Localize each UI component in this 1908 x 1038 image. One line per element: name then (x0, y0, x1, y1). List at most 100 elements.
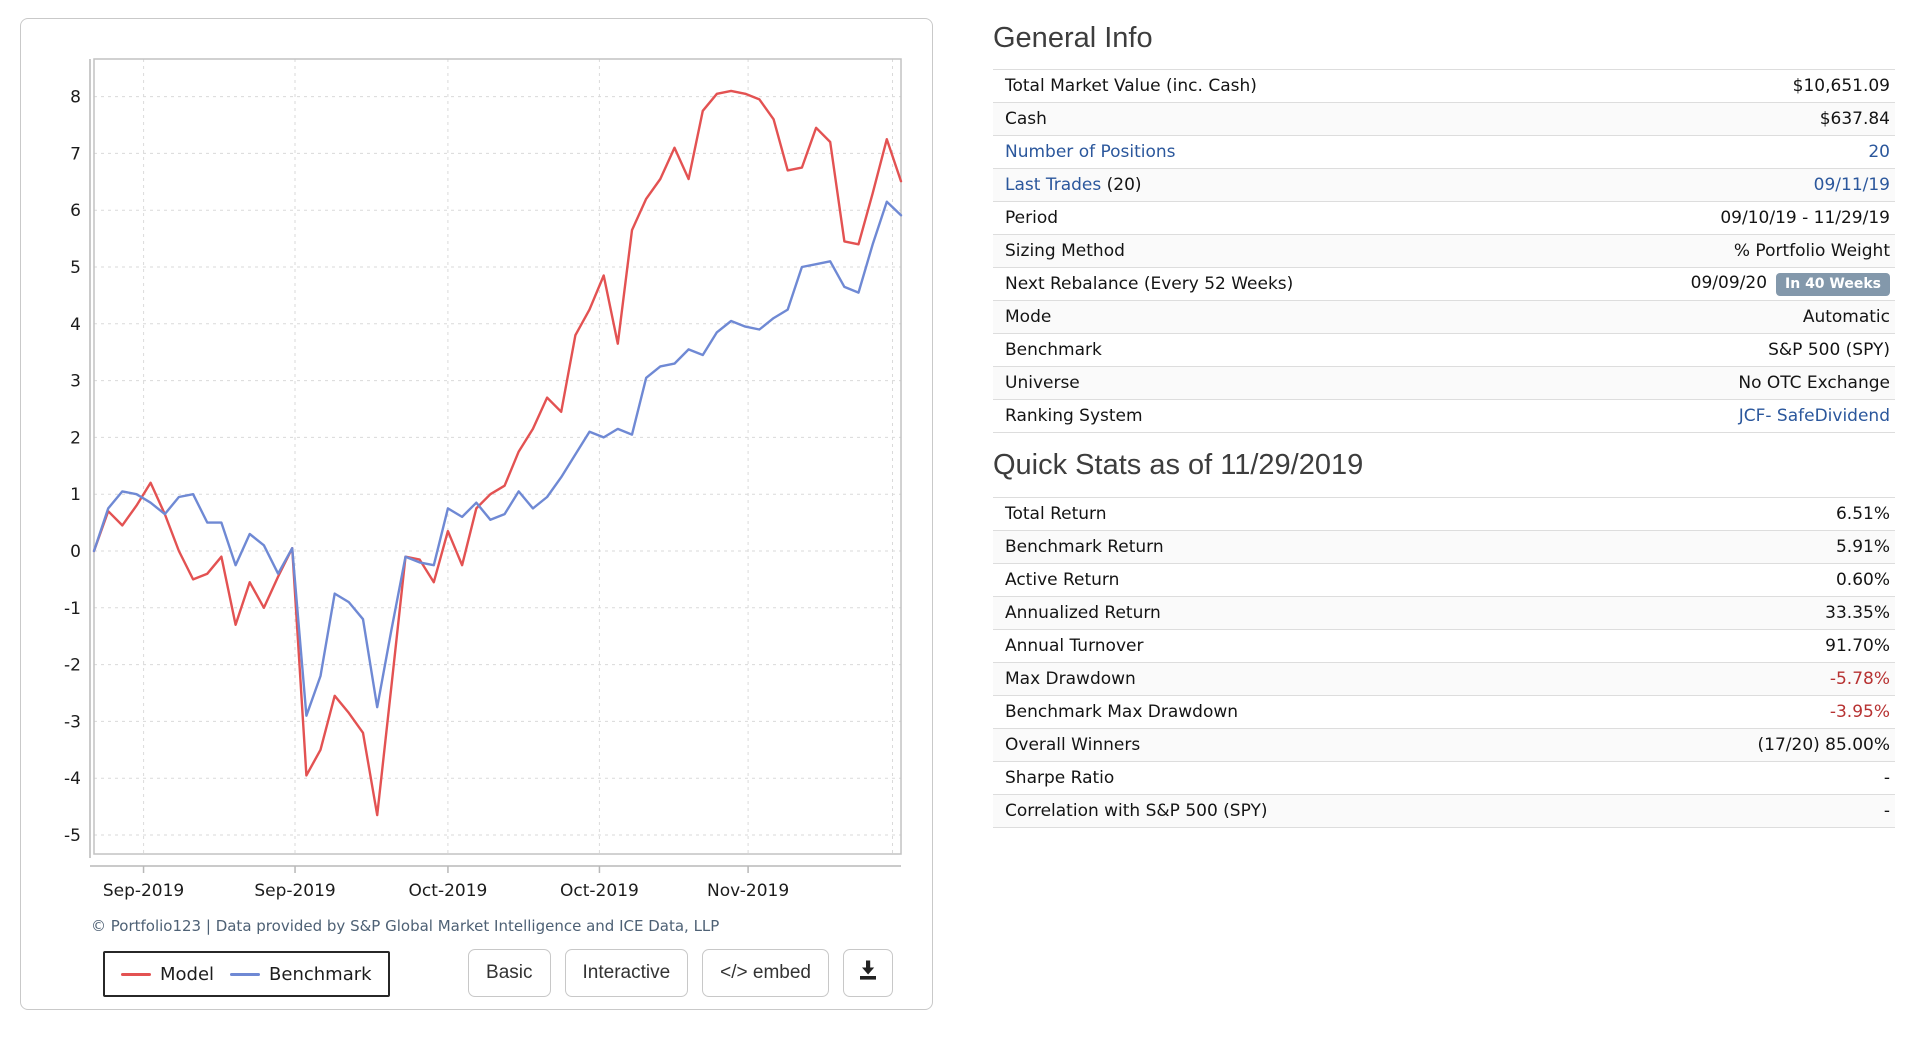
svg-text:-4: -4 (64, 769, 81, 789)
row-label: Sizing Method (1005, 241, 1125, 262)
general-info-title: General Info (993, 22, 1153, 54)
row-label: Annual Turnover (1005, 635, 1144, 656)
table-row: Next Rebalance (Every 52 Weeks) 09/09/20 I… (993, 268, 1895, 302)
row-value: 91.70% (1825, 635, 1890, 656)
legend-model-label: Model (160, 963, 215, 985)
legend-item-model: Model (121, 964, 214, 985)
table-row: Annual Turnover 91.70% (993, 630, 1895, 663)
performance-chart-card: -5 -4 -3 -2 -1 0 1 2 3 4 5 6 7 8 Sep-2019 Sep-2019 Oct-2… (20, 18, 933, 1010)
row-label: Mode (1005, 307, 1052, 328)
row-value: 09/09/20 In 40 Weeks (1691, 272, 1890, 296)
embed-button[interactable]: </> embed (702, 949, 829, 997)
row-label: Annualized Return (1005, 602, 1161, 623)
row-label: Benchmark (1005, 340, 1102, 361)
row-value[interactable]: 09/11/19 (1814, 175, 1890, 195)
row-label: Total Market Value (inc. Cash) (1005, 76, 1257, 97)
benchmark-line-swatch-icon (230, 972, 261, 976)
table-row: Sharpe Ratio - (993, 762, 1895, 795)
rebalance-countdown-badge: In 40 Weeks (1776, 272, 1890, 296)
row-value-link[interactable]: 20 (1868, 142, 1890, 163)
row-value: -5.78% (1829, 668, 1890, 689)
table-row: Total Return 6.51% (993, 498, 1895, 531)
svg-text:1: 1 (70, 485, 81, 505)
row-value: - (1883, 800, 1890, 821)
row-label: Overall Winners (1005, 734, 1141, 755)
row-value: 6.51% (1835, 503, 1890, 524)
row-label-link[interactable]: Last Trades (1005, 175, 1102, 196)
svg-text:-5: -5 (64, 826, 81, 846)
svg-text:-2: -2 (64, 656, 81, 676)
quick-stats-table: Total Return 6.51% Benchmark Return 5.91% Ac… (993, 496, 1895, 828)
svg-text:3: 3 (70, 372, 81, 392)
row-label-extra: (20) (1101, 175, 1142, 196)
svg-text:Sep-2019: Sep-2019 (254, 881, 335, 901)
row-label: Ranking System (1005, 406, 1143, 427)
table-row: Benchmark Max Drawdown -3.95% (993, 696, 1895, 729)
table-row: Overall Winners (17/20) 85.00% (993, 728, 1895, 762)
svg-text:Oct-2019: Oct-2019 (409, 881, 488, 901)
table-row: Annualized Return 33.35% (993, 596, 1895, 630)
download-icon (856, 958, 880, 988)
row-value-link[interactable]: 09/11/19 (1813, 175, 1890, 196)
table-row: Mode Automatic (993, 301, 1895, 335)
legend-benchmark-label: Benchmark (269, 963, 372, 985)
row-value: S&P 500 (SPY) (1768, 340, 1890, 361)
chart-buttons: Basic Interactive </> embed (468, 949, 893, 997)
row-label-link[interactable]: Number of Positions (1005, 142, 1176, 163)
table-row: Correlation with S&P 500 (SPY) - (993, 794, 1895, 828)
summary-panel: General Info Total Market Value (inc. Ca… (993, 14, 1895, 828)
row-label[interactable]: Number of Positions (1005, 142, 1176, 162)
svg-text:Oct-2019: Oct-2019 (560, 881, 639, 901)
chart-attribution: © Portfolio123 | Data provided by S&P Gl… (91, 917, 720, 935)
table-row: Last Trades (20) 09/11/19 (993, 169, 1895, 203)
row-label: Cash (1005, 109, 1047, 130)
row-label: Universe (1005, 373, 1080, 394)
general-info-table: Total Market Value (inc. Cash) $10,651.09… (993, 69, 1895, 434)
table-row: Ranking System JCF- SafeDividend (993, 400, 1895, 434)
row-label: Correlation with S&P 500 (SPY) (1005, 800, 1268, 821)
quick-stats-title: Quick Stats as of 11/29/2019 (993, 449, 1364, 482)
row-value: - (1883, 767, 1890, 788)
svg-text:5: 5 (70, 258, 81, 278)
row-value: $10,651.09 (1792, 76, 1890, 97)
download-button[interactable] (843, 949, 893, 997)
row-label: Total Return (1005, 503, 1107, 524)
chart-legend: Model Benchmark (103, 951, 390, 997)
table-row: Active Return 0.60% (993, 564, 1895, 597)
legend-item-benchmark: Benchmark (230, 964, 372, 985)
svg-text:Nov-2019: Nov-2019 (707, 881, 789, 901)
row-value: -3.95% (1829, 701, 1890, 722)
performance-chart: -5 -4 -3 -2 -1 0 1 2 3 4 5 6 7 8 Sep-2019 Sep-2019 Oct-2… (64, 58, 903, 901)
table-row: Sizing Method % Portfolio Weight (993, 235, 1895, 269)
row-value[interactable]: JCF- SafeDividend (1739, 406, 1890, 426)
row-value: 09/10/19 - 11/29/19 (1720, 208, 1890, 229)
table-row: Benchmark S&P 500 (SPY) (993, 334, 1895, 368)
svg-text:-3: -3 (64, 712, 81, 732)
row-label[interactable]: Last Trades (20) (1005, 175, 1142, 195)
row-value: Automatic (1802, 307, 1890, 328)
table-row: Period 09/10/19 - 11/29/19 (993, 202, 1895, 236)
row-value: 0.60% (1835, 569, 1890, 590)
table-row: Total Market Value (inc. Cash) $10,651.09 (993, 70, 1895, 104)
model-line-swatch-icon (121, 972, 151, 976)
svg-text:-1: -1 (64, 599, 81, 619)
basic-button[interactable]: Basic (468, 949, 551, 997)
row-value: 33.35% (1825, 602, 1890, 623)
row-label: Sharpe Ratio (1005, 767, 1115, 788)
interactive-button[interactable]: Interactive (564, 949, 689, 997)
row-label: Max Drawdown (1005, 668, 1136, 689)
row-value[interactable]: 20 (1868, 142, 1890, 162)
table-row: Max Drawdown -5.78% (993, 662, 1895, 696)
row-value: No OTC Exchange (1738, 373, 1890, 394)
table-row: Cash $637.84 (993, 103, 1895, 137)
table-row: Benchmark Return 5.91% (993, 530, 1895, 564)
svg-text:2: 2 (70, 428, 81, 448)
svg-text:7: 7 (70, 144, 81, 164)
svg-text:0: 0 (70, 542, 81, 562)
table-row: Universe No OTC Exchange (993, 367, 1895, 401)
row-value-link[interactable]: JCF- SafeDividend (1738, 406, 1890, 427)
row-label: Active Return (1005, 569, 1120, 590)
row-label: Next Rebalance (Every 52 Weeks) (1005, 274, 1294, 295)
table-row: Number of Positions 20 (993, 136, 1895, 170)
svg-text:8: 8 (70, 88, 81, 108)
